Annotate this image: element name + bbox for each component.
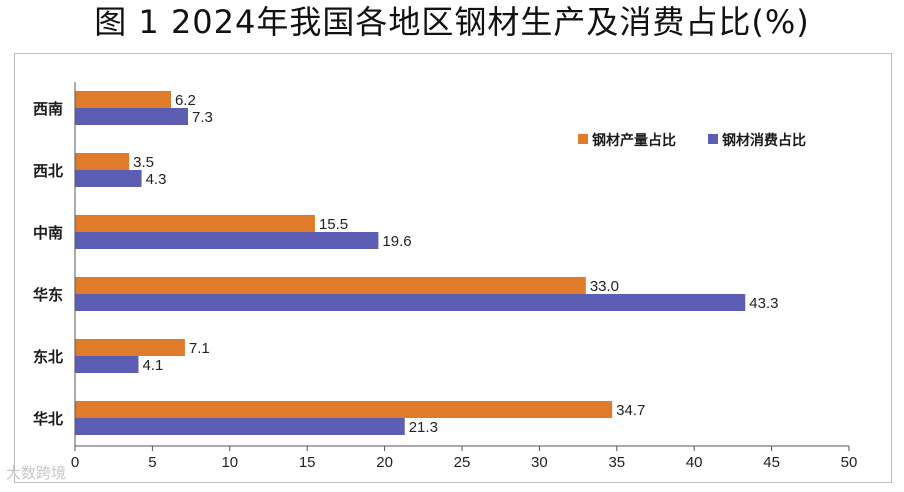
x-tick-label: 10 bbox=[221, 454, 238, 471]
bar-production bbox=[75, 401, 613, 418]
category-label: 东北 bbox=[33, 348, 63, 366]
data-label: 7.1 bbox=[189, 340, 210, 357]
chart-title: 图 1 2024年我国各地区钢材生产及消费占比(%) bbox=[94, 3, 810, 41]
bar-production bbox=[75, 277, 586, 294]
data-label: 43.3 bbox=[749, 295, 778, 312]
data-label: 21.3 bbox=[409, 419, 438, 436]
bar-production bbox=[75, 339, 185, 356]
bar-consumption bbox=[75, 170, 142, 187]
legend: 钢材产量占比 钢材消费占比 bbox=[578, 132, 806, 149]
category-label: 西南 bbox=[33, 100, 63, 118]
x-tick-label: 50 bbox=[841, 454, 858, 471]
data-label: 4.1 bbox=[142, 357, 163, 374]
data-label: 6.2 bbox=[175, 92, 196, 109]
category-label: 华北 bbox=[33, 410, 63, 428]
bar-consumption bbox=[75, 108, 189, 125]
x-tick-label: 15 bbox=[299, 454, 316, 471]
data-label: 19.6 bbox=[382, 233, 411, 250]
data-label: 33.0 bbox=[590, 278, 619, 295]
x-tick-label: 40 bbox=[686, 454, 703, 471]
data-label: 15.5 bbox=[319, 216, 348, 233]
bar-consumption bbox=[75, 294, 746, 311]
bars-group bbox=[75, 91, 746, 435]
data-labels-group: 6.27.3 3.54.3 15.5 19.6 33.0 43.3 7.1 4.1 34.7 21… bbox=[133, 92, 778, 436]
category-label: 中南 bbox=[33, 224, 63, 242]
x-tick-label: 35 bbox=[608, 454, 625, 471]
data-label: 3.5 bbox=[133, 154, 154, 171]
data-label: 7.3 bbox=[192, 109, 213, 126]
x-tick-label: 20 bbox=[376, 454, 393, 471]
x-tick-label: 5 bbox=[148, 454, 156, 471]
x-tick-label: 0 bbox=[71, 454, 79, 471]
legend-label: 钢材产量占比 bbox=[592, 132, 676, 149]
bar-production bbox=[75, 215, 315, 232]
bar-production bbox=[75, 91, 171, 108]
data-label: 4.3 bbox=[146, 171, 167, 188]
bar-chart: 6.27.3 3.54.3 15.5 19.6 33.0 43.3 7.1 4.1 34.7 21… bbox=[33, 82, 857, 471]
category-label: 西北 bbox=[33, 162, 63, 180]
x-tick-label: 45 bbox=[763, 454, 780, 471]
legend-swatch-consumption bbox=[708, 134, 718, 144]
watermark: 大数跨境 bbox=[6, 464, 67, 482]
bar-consumption bbox=[75, 232, 379, 249]
category-label: 华东 bbox=[33, 286, 63, 304]
legend-swatch-production bbox=[578, 134, 588, 144]
data-label: 34.7 bbox=[616, 402, 645, 419]
x-tick-label: 25 bbox=[454, 454, 471, 471]
bar-production bbox=[75, 153, 130, 170]
legend-label: 钢材消费占比 bbox=[722, 132, 806, 149]
x-tick-label: 30 bbox=[531, 454, 548, 471]
bar-consumption bbox=[75, 418, 405, 435]
chart-frame: 6.2 7.3 3.5 4.3 15.5 19.6 33.0 43.3 7.1 4.1 34.7 21… bbox=[14, 53, 892, 483]
bar-consumption bbox=[75, 356, 139, 373]
